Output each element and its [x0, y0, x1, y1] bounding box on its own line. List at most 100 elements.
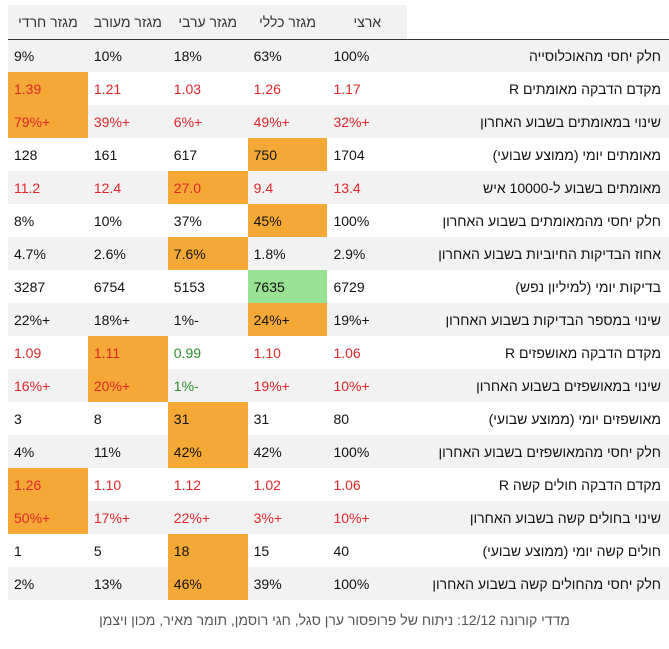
table-cell: 1.03 — [173, 80, 202, 97]
table-cell: 8 — [93, 410, 102, 427]
table-cell: 31 — [253, 410, 270, 427]
table-cell: +24% — [247, 303, 328, 336]
table-cell: 39% — [247, 567, 328, 600]
row-label: חלק יחסי מהאוכלוסייה — [407, 39, 669, 72]
table-cell: 2.9% — [327, 237, 408, 270]
corona-metrics-table: ארצי מגזר כללי מגזר ערבי מגזר מעורב מגזר… — [8, 5, 669, 600]
table-row: מקדם הדבקה חולים קשה R 1.06 1.02 1.12 1.10 1.… — [8, 468, 669, 501]
table-cell: 8% — [14, 212, 35, 229]
table-cell: 45% — [247, 204, 328, 237]
table-cell: 9% — [8, 39, 88, 72]
row-label: מאומתים בשבוע ל-10000 איש — [407, 171, 669, 204]
row-label: מקדם הדבקה חולים קשה R — [407, 468, 669, 501]
table-cell: 0.99 — [173, 344, 202, 361]
table-cell: +18% — [87, 303, 168, 336]
table-cell: 5153 — [173, 278, 205, 295]
row-label: אחוז הבדיקות החיוביות בשבוע האחרון — [407, 237, 669, 270]
row-label: שינוי בחולים קשה בשבוע האחרון — [407, 501, 669, 534]
table-cell: +10% — [327, 369, 408, 402]
table-row: חלק יחסי מהמאושפזים בשבוע האחרון 100% 42% 4… — [8, 435, 669, 468]
header-mixed-sector: מגזר מעורב — [87, 5, 168, 40]
table-cell: 100% — [333, 212, 370, 229]
row-label: מאומתים יומי (ממוצע שבועי) — [407, 138, 669, 171]
table-row: שינוי במאומתים בשבוע האחרון +32% +49% +6% +3… — [8, 105, 669, 138]
table-cell: 13.4 — [327, 171, 408, 204]
table-cell: 7.6% — [167, 237, 248, 270]
table-row: מאומתים יומי (ממוצע שבועי) 1704 750 617 161 1… — [8, 138, 669, 171]
table-row: מקדם הדבקה מאושפזים R 1.06 1.10 0.99 1.11 1.0… — [8, 336, 669, 369]
table-cell: 1.09 — [14, 344, 42, 361]
row-label: מקדם הדבקה מאומתים R — [407, 72, 669, 105]
header-haredi-sector: מגזר חרדי — [8, 5, 88, 40]
table-cell: 1.17 — [333, 80, 361, 97]
table-cell: +22% — [167, 501, 248, 534]
table-cell: 6754 — [93, 278, 126, 295]
table-cell: 2.6% — [87, 237, 168, 270]
table-cell: 1.8% — [247, 237, 328, 270]
table-cell: 1.11 — [87, 336, 168, 369]
table-body: חלק יחסי מהאוכלוסייה 100% 63% 18% 10% 9% מקדם … — [8, 39, 669, 600]
table-cell: +19% — [327, 303, 408, 336]
table-cell: 4.7% — [8, 237, 88, 270]
table-cell: 1.26 — [8, 468, 88, 501]
table-cell: +3% — [247, 501, 328, 534]
table-cell: 15 — [253, 542, 270, 559]
table-cell: +10% — [327, 501, 408, 534]
table-row: אחוז הבדיקות החיוביות בשבוע האחרון 2.9% 1.… — [8, 237, 669, 270]
table-cell: +49% — [247, 105, 328, 138]
table-cell: 1.26 — [253, 80, 281, 97]
table-cell: 1.10 — [93, 476, 122, 493]
table-cell: 11.2 — [8, 171, 88, 204]
table-cell: 42% — [167, 435, 248, 468]
row-label: מאושפזים יומי (ממוצע שבועי) — [407, 402, 669, 435]
row-label: חולים קשה יומי (ממוצע שבועי) — [407, 534, 669, 567]
row-label: שינוי במאושפזים בשבוע האחרון — [407, 369, 669, 402]
table-row: מאושפזים יומי (ממוצע שבועי) 80 31 31 8 3 — [8, 402, 669, 435]
table-cell: 100% — [327, 39, 408, 72]
table-row: שינוי בחולים קשה בשבוע האחרון +10% +3% +22%… — [8, 501, 669, 534]
table-row: מאומתים בשבוע ל-10000 איש 13.4 9.4 27.0 12.4… — [8, 171, 669, 204]
table-row: חלק יחסי מהחולים קשה בשבוע האחרון 100% 39%… — [8, 567, 669, 600]
table-cell: +50% — [8, 501, 88, 534]
caption: מדדי קורונה 12/12: ניתוח של פרופסור ערן … — [99, 612, 570, 628]
table-cell: -1% — [167, 369, 248, 402]
table-row: שינוי במספר הבדיקות בשבוע האחרון +19% +24%… — [8, 303, 669, 336]
table-cell: 9.4 — [247, 171, 328, 204]
table-cell: -1% — [167, 303, 248, 336]
table-cell: 6729 — [333, 278, 365, 295]
table-cell: +79% — [8, 105, 88, 138]
table-cell: 10% — [87, 39, 168, 72]
table-row: מקדם הדבקה מאומתים R 1.17 1.26 1.03 1.21 1.39 — [8, 72, 669, 105]
table-cell: 27.0 — [167, 171, 248, 204]
table-cell: 1.12 — [173, 476, 202, 493]
table-cell: 31 — [167, 402, 248, 435]
table-cell: 1.06 — [333, 476, 361, 493]
table-cell: +22% — [8, 303, 88, 336]
table-cell: 10% — [93, 212, 122, 229]
header-empty-cell — [407, 5, 669, 40]
table-cell: 7635 — [247, 270, 328, 303]
table-cell: 5 — [93, 542, 102, 559]
table-cell: 1704 — [333, 146, 365, 163]
table-row: שינוי במאושפזים בשבוע האחרון +10% +19% -1% +… — [8, 369, 669, 402]
table-cell: 617 — [173, 146, 198, 163]
table-cell: 128 — [14, 146, 38, 163]
table-cell: 1.21 — [93, 80, 122, 97]
header-national: ארצי — [327, 5, 408, 40]
row-label: בדיקות יומי (למיליון נפש) — [407, 270, 669, 303]
table-cell: +17% — [87, 501, 168, 534]
table-row: חלק יחסי מהמאומתים בשבוע האחרון 100% 45% 37… — [8, 204, 669, 237]
row-label: חלק יחסי מהמאושפזים בשבוע האחרון — [407, 435, 669, 468]
table-cell: 11% — [87, 435, 168, 468]
table-cell: 12.4 — [87, 171, 168, 204]
table-cell: +39% — [87, 105, 168, 138]
table-cell: +32% — [327, 105, 408, 138]
row-label: חלק יחסי מהחולים קשה בשבוע האחרון — [407, 567, 669, 600]
table-cell: 2% — [8, 567, 88, 600]
row-label: חלק יחסי מהמאומתים בשבוע האחרון — [407, 204, 669, 237]
table-cell: 4% — [8, 435, 88, 468]
row-label: שינוי במאומתים בשבוע האחרון — [407, 105, 669, 138]
table-cell: 13% — [87, 567, 168, 600]
table-cell: +6% — [167, 105, 248, 138]
